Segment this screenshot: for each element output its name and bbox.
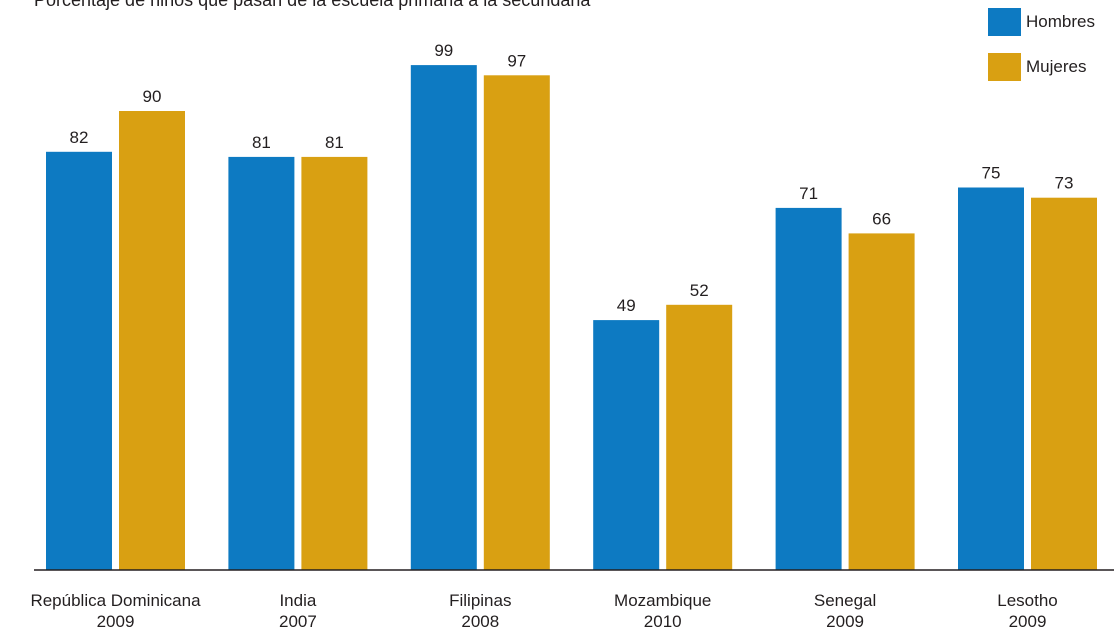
x-tick-year-5: 2009 bbox=[1009, 612, 1047, 631]
bar-hombres-1 bbox=[228, 156, 295, 570]
legend-label-hombres: Hombres bbox=[1026, 12, 1095, 31]
bar-mujeres-4 bbox=[848, 233, 915, 570]
x-tick-year-4: 2009 bbox=[826, 612, 864, 631]
data-label-mujeres-1: 81 bbox=[325, 133, 344, 152]
data-label-hombres-2: 99 bbox=[434, 41, 453, 60]
data-label-mujeres-4: 66 bbox=[872, 209, 891, 228]
x-tick-label-2: Filipinas bbox=[449, 591, 511, 610]
legend-swatch-hombres bbox=[988, 8, 1021, 36]
legend-label-mujeres: Mujeres bbox=[1026, 57, 1087, 76]
bar-mujeres-0 bbox=[119, 111, 185, 570]
legend-item-mujeres: Mujeres bbox=[988, 53, 1114, 81]
legend-item-hombres: Hombres bbox=[988, 8, 1114, 36]
x-tick-label-0: República Dominicana bbox=[30, 591, 201, 610]
x-tick-year-1: 2007 bbox=[279, 612, 317, 631]
data-label-mujeres-5: 73 bbox=[1055, 174, 1074, 193]
data-label-hombres-1: 81 bbox=[252, 133, 271, 152]
legend-swatch-mujeres bbox=[988, 53, 1021, 81]
data-label-hombres-3: 49 bbox=[617, 296, 636, 315]
bar-mujeres-2 bbox=[483, 75, 550, 571]
data-label-hombres-0: 82 bbox=[70, 128, 89, 147]
bar-mujeres-5 bbox=[1031, 197, 1097, 570]
bar-hombres-2 bbox=[410, 65, 477, 570]
x-tick-label-5: Lesotho bbox=[997, 591, 1058, 610]
bar-hombres-5 bbox=[958, 187, 1024, 570]
bar-hombres-3 bbox=[593, 320, 660, 570]
x-tick-label-3: Mozambique bbox=[614, 591, 711, 610]
x-tick-label-1: India bbox=[279, 591, 316, 610]
x-tick-year-2: 2008 bbox=[461, 612, 499, 631]
bar-hombres-4 bbox=[775, 207, 842, 570]
bar-mujeres-1 bbox=[301, 156, 368, 570]
bar-hombres-0 bbox=[46, 151, 112, 571]
data-label-mujeres-0: 90 bbox=[143, 87, 162, 106]
chart-title: Porcentaje de niños que pasan de la escu… bbox=[34, 0, 591, 10]
x-tick-year-3: 2010 bbox=[644, 612, 682, 631]
data-label-hombres-5: 75 bbox=[982, 164, 1001, 183]
bar-mujeres-3 bbox=[666, 304, 733, 570]
x-tick-label-4: Senegal bbox=[814, 591, 876, 610]
x-tick-year-0: 2009 bbox=[97, 612, 135, 631]
data-label-hombres-4: 71 bbox=[799, 184, 818, 203]
data-label-mujeres-2: 97 bbox=[507, 51, 526, 70]
data-label-mujeres-3: 52 bbox=[690, 281, 709, 300]
